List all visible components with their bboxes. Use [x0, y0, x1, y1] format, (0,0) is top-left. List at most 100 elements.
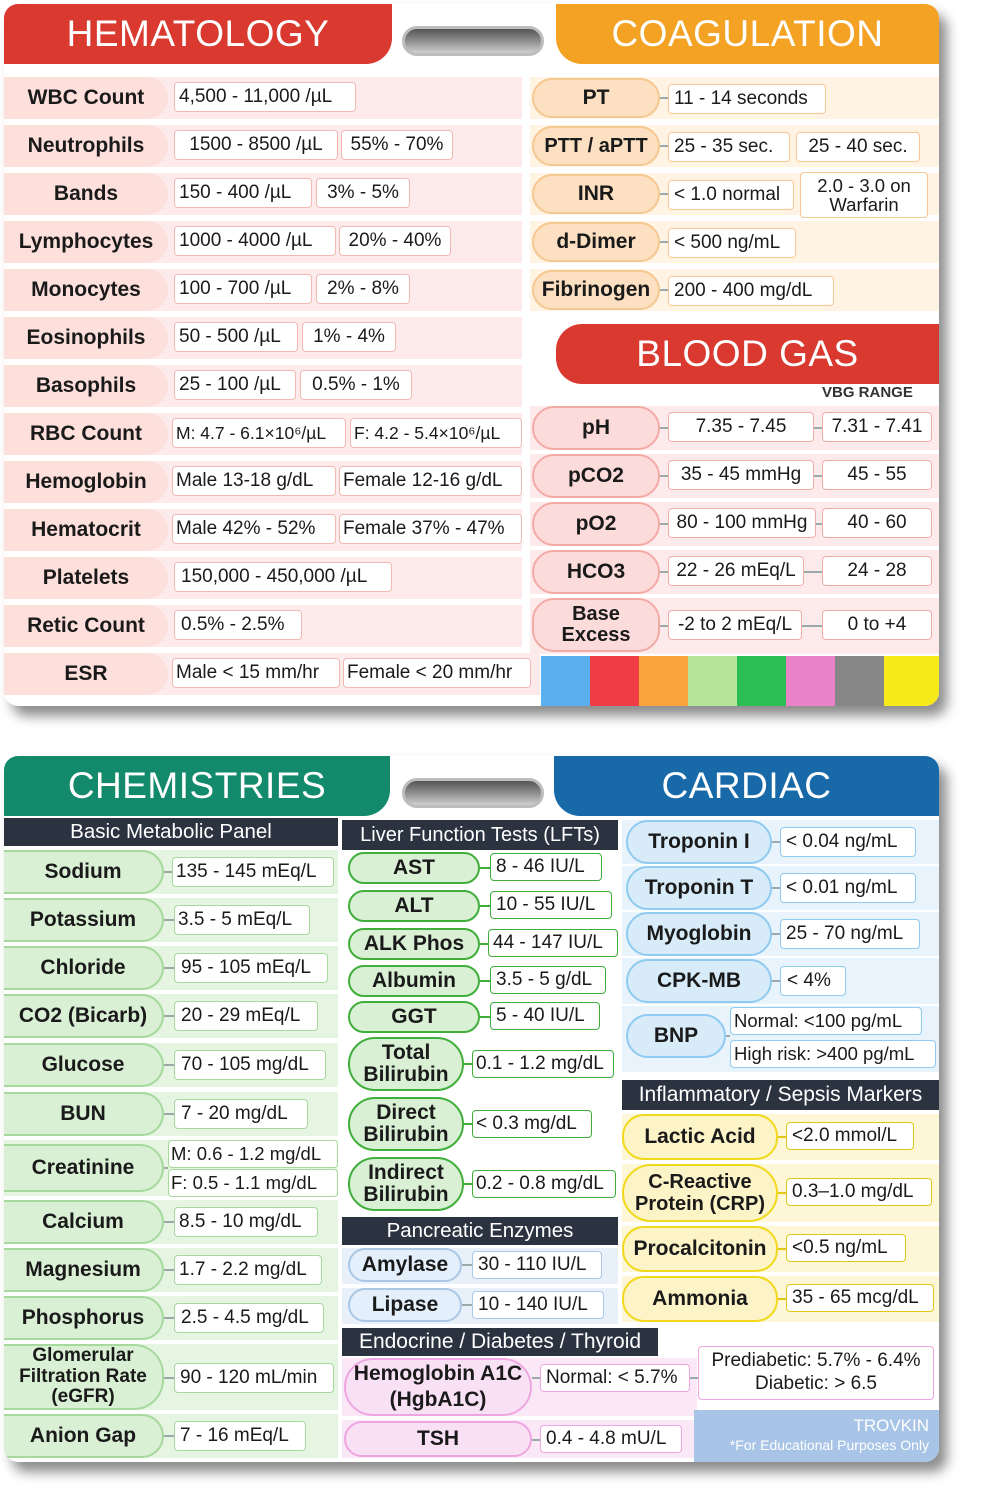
row-label: Retic Count: [4, 605, 168, 647]
value-cell: 95 - 105 mEq/L: [174, 953, 328, 983]
row-label: Amylase: [348, 1248, 462, 1282]
bottom-reference-card: CHEMISTRIES CARDIAC Basic Metabolic Pane…: [4, 756, 939, 1462]
value-cell: < 0.04 ng/mL: [780, 827, 916, 857]
inflammatory-header: Inflammatory / Sepsis Markers: [622, 1080, 939, 1110]
row-label: Procalcitonin: [622, 1226, 778, 1272]
value-cell: 10 - 55 IU/L: [490, 891, 612, 919]
value-cell: 8 - 46 IU/L: [490, 853, 602, 881]
value-cell: < 4%: [780, 966, 846, 996]
row-label: PT: [532, 78, 660, 118]
swatch-light-green: [688, 656, 737, 706]
value-cell: -2 to 2 mEq/L: [668, 610, 802, 640]
value-cell: 25 - 70 ng/mL: [780, 919, 920, 949]
swatch-gray: [835, 656, 884, 706]
value-cell: Male 13-18 g/dL: [172, 466, 336, 496]
value-cell: 0.3–1.0 mg/dL: [786, 1178, 932, 1206]
value-cell: Prediabetic: 5.7% - 6.4%: [711, 1350, 921, 1371]
value-cell: 30 - 110 IU/L: [472, 1251, 602, 1279]
value-cell: 35 - 45 mmHg: [668, 460, 814, 490]
row-label: pH: [532, 406, 660, 450]
value-cell: Normal: <100 pg/mL: [730, 1007, 922, 1035]
swatch-blue: [541, 656, 590, 706]
coagulation-banner: COAGULATION: [556, 4, 939, 64]
row-label: PTT / aPTT: [532, 126, 660, 166]
row-label: Hemoglobin: [4, 461, 168, 503]
row-label: HCO3: [532, 550, 660, 594]
value-cell: 150 - 400 /µL: [174, 178, 312, 208]
value-cell: 50 - 500 /µL: [174, 322, 298, 352]
value-cell: 25 - 35 sec.: [668, 132, 790, 162]
cardiac-title: CARDIAC: [661, 765, 832, 806]
row-label: Eosinophils: [4, 317, 168, 359]
value-cell: M: 4.7 - 6.1×10⁶/µL: [172, 418, 346, 448]
value-cell: 0.2 - 0.8 mg/dL: [472, 1170, 616, 1198]
swatch-red: [590, 656, 639, 706]
swatch-orange: [639, 656, 688, 706]
value-cell: 90 - 120 mL/min: [174, 1363, 334, 1393]
value-cell: 2.5 - 4.5 mg/dL: [174, 1303, 324, 1333]
swatch-pink: [786, 656, 835, 706]
row-label: Calcium: [4, 1200, 164, 1244]
row-label: Direct Bilirubin: [348, 1097, 464, 1151]
value-cell: 0.5% - 1%: [300, 370, 412, 400]
row-label: Monocytes: [4, 269, 168, 311]
value-cell: < 0.01 ng/mL: [780, 873, 916, 903]
value-cell: 20 - 29 mEq/L: [174, 1001, 318, 1031]
value-cell: 35 - 65 mcg/dL: [786, 1284, 934, 1312]
value-cell: 200 - 400 mg/dL: [668, 276, 834, 306]
row-label: Albumin: [348, 965, 480, 997]
value-cell: 45 - 55: [822, 460, 932, 490]
row-label: d-Dimer: [532, 222, 660, 262]
bmp-header: Basic Metabolic Panel: [4, 818, 338, 846]
value-cell: 44 - 147 IU/L: [488, 929, 618, 957]
row-label: Creatinine: [4, 1144, 164, 1192]
lft-header: Liver Function Tests (LFTs): [342, 820, 618, 850]
row-label: Troponin I: [626, 820, 772, 864]
value-cell: 150,000 - 450,000 /µL: [174, 562, 392, 592]
value-cell: 1500 - 8500 /µL: [174, 130, 338, 160]
row-label: Lipase: [348, 1288, 462, 1322]
endocrine-header: Endocrine / Diabetes / Thyroid: [342, 1328, 658, 1356]
swatch-green: [737, 656, 786, 706]
value-cell: 5 - 40 IU/L: [490, 1002, 600, 1030]
value-cell: 11 - 14 seconds: [668, 84, 826, 114]
value-cell: < 0.3 mg/dL: [472, 1110, 592, 1138]
row-label: Anion Gap: [4, 1414, 164, 1458]
row-label: Base Excess: [532, 598, 660, 652]
value-cell: 80 - 100 mmHg: [668, 508, 816, 538]
value-cell: 3.5 - 5 g/dL: [490, 966, 606, 994]
value-cell: Normal: < 5.7%: [540, 1364, 690, 1392]
row-label: Hemoglobin A1C (HgbA1C): [344, 1358, 532, 1416]
value-cell: 135 - 145 mEq/L: [172, 857, 334, 887]
value-cell: Female 12-16 g/dL: [339, 466, 522, 496]
row-label: Glomerular Filtration Rate (eGFR): [4, 1344, 164, 1410]
value-cell: 55% - 70%: [341, 130, 453, 160]
row-label: Lymphocytes: [4, 221, 168, 263]
prediabetes-box: Prediabetic: 5.7% - 6.4% Diabetic: > 6.5: [698, 1346, 934, 1400]
value-cell: High risk: >400 pg/mL: [730, 1040, 936, 1068]
value-cell: F: 0.5 - 1.1 mg/dL: [168, 1169, 338, 1197]
value-cell: Female 37% - 47%: [339, 514, 522, 544]
hematology-banner: HEMATOLOGY: [4, 4, 392, 64]
value-cell: 7.35 - 7.45: [668, 412, 814, 442]
row-label: Troponin T: [626, 866, 772, 910]
row-label: pCO2: [532, 454, 660, 498]
row-label: GGT: [348, 1001, 480, 1033]
vbg-range-label: VBG RANGE: [822, 384, 913, 401]
value-cell: 20% - 40%: [339, 226, 451, 256]
row-label: Myoglobin: [626, 912, 772, 956]
value-cell: 7.31 - 7.41: [822, 412, 932, 442]
value-cell: 1% - 4%: [302, 322, 396, 352]
row-label: pO2: [532, 502, 660, 546]
value-cell: F: 4.2 - 5.4×10⁶/µL: [350, 418, 522, 448]
blood-gas-banner: BLOOD GAS: [556, 324, 939, 384]
row-label: Sodium: [4, 850, 164, 894]
value-cell: 3.5 - 5 mEq/L: [174, 905, 310, 935]
value-cell: < 500 ng/mL: [668, 228, 796, 258]
row-label: Neutrophils: [4, 125, 168, 167]
value-cell: 2.0 - 3.0 on Warfarin: [800, 172, 928, 218]
row-label: Glucose: [4, 1043, 164, 1087]
row-label: Basophils: [4, 365, 168, 407]
top-reference-card: HEMATOLOGY COAGULATION WBC Count 4,500 -…: [4, 4, 939, 706]
row-label: Chloride: [4, 946, 164, 990]
